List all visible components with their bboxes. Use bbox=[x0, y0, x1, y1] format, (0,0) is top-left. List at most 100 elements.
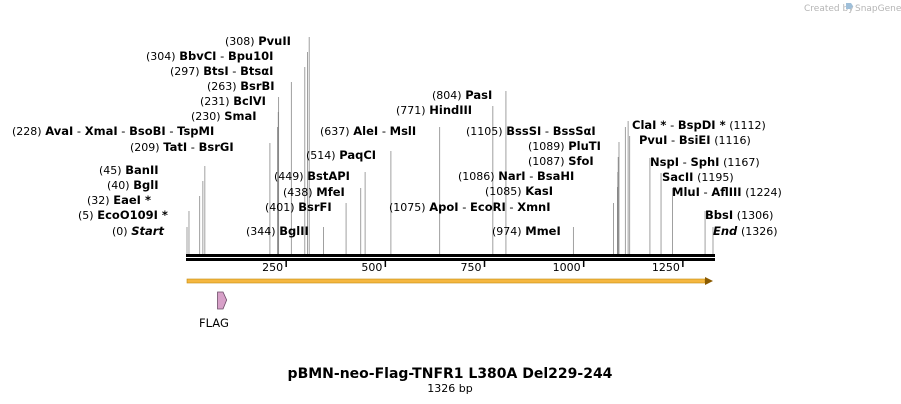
site-name-separator: - bbox=[541, 124, 552, 138]
site-enzyme-name: MluI bbox=[672, 185, 700, 199]
site-enzyme-name: MmeI bbox=[525, 224, 561, 238]
site-label-clai[interactable]: ClaI * - BspDI * (1112) bbox=[632, 118, 766, 132]
site-name-separator: - bbox=[666, 118, 677, 132]
site-name-separator: - bbox=[118, 124, 129, 138]
site-position: (449) bbox=[274, 170, 304, 183]
site-enzyme-name: AflIII bbox=[711, 185, 741, 199]
site-enzyme-name: HindIII bbox=[429, 103, 472, 117]
site-position: (228) bbox=[12, 125, 42, 138]
site-label-pasi[interactable]: (804) PasI bbox=[432, 88, 492, 102]
site-label-banii[interactable]: (45) BanII bbox=[99, 163, 159, 177]
site-enzyme-name: EcoRI bbox=[470, 200, 506, 214]
site-enzyme-name: BsrBI bbox=[240, 79, 274, 93]
site-position: (1195) bbox=[697, 171, 734, 184]
site-name-separator: - bbox=[378, 124, 389, 138]
site-name-separator: - bbox=[73, 124, 84, 138]
site-label-bbvci[interactable]: (304) BbvCI - Bpu10I bbox=[146, 49, 273, 63]
site-position: (344) bbox=[246, 225, 276, 238]
site-enzyme-name: BtsαI bbox=[240, 64, 273, 78]
site-enzyme-name: BsiEI bbox=[679, 133, 711, 147]
site-label-bsssi[interactable]: (1105) BssSI - BssSαI bbox=[466, 124, 596, 138]
site-label-mlui[interactable]: MluI - AflIII (1224) bbox=[672, 185, 782, 199]
site-position: (0) bbox=[112, 225, 128, 238]
site-position: (1112) bbox=[729, 119, 766, 132]
site-enzyme-name: ApoI bbox=[429, 200, 458, 214]
site-label-pvuii[interactable]: (308) PvuII bbox=[225, 34, 291, 48]
site-label-bglii[interactable]: (344) BglII bbox=[246, 224, 309, 238]
site-enzyme-name: TatI bbox=[163, 140, 187, 154]
site-label-mfei[interactable]: (438) MfeI bbox=[283, 185, 345, 199]
site-label-pluti[interactable]: (1089) PluTI bbox=[528, 139, 601, 153]
site-enzyme-name: BspDI * bbox=[678, 118, 726, 132]
site-label-smai[interactable]: (230) SmaI bbox=[191, 109, 257, 123]
site-label-bbsi[interactable]: BbsI (1306) bbox=[705, 208, 773, 222]
feature-flag[interactable]: FLAG bbox=[199, 291, 229, 330]
map-title: pBMN-neo-Flag-TNFR1 L380A Del229-244 bbox=[288, 366, 613, 382]
site-label-bstapi[interactable]: (449) BstAPI bbox=[274, 169, 350, 183]
site-position: (1085) bbox=[485, 185, 522, 198]
site-name-separator: - bbox=[506, 200, 517, 214]
site-label-sacii[interactable]: SacII (1195) bbox=[662, 170, 734, 184]
site-label-nari[interactable]: (1086) NarI - BsaHI bbox=[458, 169, 574, 183]
site-position: (297) bbox=[170, 65, 200, 78]
site-label-tati[interactable]: (209) TatI - BsrGI bbox=[130, 140, 234, 154]
site-enzyme-name: NarI bbox=[498, 169, 525, 183]
site-enzyme-name: MfeI bbox=[316, 185, 345, 199]
site-enzyme-name: BsoBI bbox=[129, 124, 166, 138]
site-enzyme-name: PaqCI bbox=[339, 148, 376, 162]
site-enzyme-name: BglII bbox=[279, 224, 309, 238]
site-label-alei[interactable]: (637) AleI - MslI bbox=[320, 124, 416, 138]
site-label-bsrfi[interactable]: (401) BsrFI bbox=[265, 200, 332, 214]
site-label-eaei[interactable]: (32) EaeI * bbox=[87, 193, 151, 207]
site-position: (45) bbox=[99, 164, 122, 177]
site-position: (1306) bbox=[737, 209, 774, 222]
site-label-kasi[interactable]: (1085) KasI bbox=[485, 184, 553, 198]
site-position: (438) bbox=[283, 186, 313, 199]
site-label-mmei[interactable]: (974) MmeI bbox=[492, 224, 561, 238]
site-position: (32) bbox=[87, 194, 110, 207]
ruler-label-500: 500 bbox=[361, 261, 382, 274]
site-label-bclvi[interactable]: (231) BclVI bbox=[200, 94, 266, 108]
site-position: (1087) bbox=[528, 155, 565, 168]
watermark-brand: SnapGene bbox=[855, 4, 901, 14]
site-enzyme-name: PvuII bbox=[258, 34, 291, 48]
site-enzyme-name: BssSI bbox=[506, 124, 541, 138]
site-enzyme-name: SfoI bbox=[568, 154, 593, 168]
site-enzyme-name: AleI bbox=[353, 124, 378, 138]
site-enzyme-name: SacII bbox=[662, 170, 693, 184]
site-position: (263) bbox=[207, 80, 237, 93]
site-label-sfoi[interactable]: (1087) SfoI bbox=[528, 154, 594, 168]
site-enzyme-name: SmaI bbox=[224, 109, 256, 123]
feature-flag-label: FLAG bbox=[199, 316, 229, 330]
site-enzyme-name: EaeI * bbox=[113, 193, 151, 207]
site-enzyme-name: BsaHI bbox=[537, 169, 574, 183]
backbone bbox=[186, 254, 715, 261]
site-label-avai[interactable]: (228) AvaI - XmaI - BsoBI - TspMI bbox=[12, 124, 214, 138]
site-enzyme-name: Start bbox=[131, 224, 164, 238]
site-label-paqci[interactable]: (514) PaqCI bbox=[306, 148, 376, 162]
site-label-bgli[interactable]: (40) BglI bbox=[107, 178, 158, 192]
site-position: (637) bbox=[320, 125, 350, 138]
site-position: (209) bbox=[130, 141, 160, 154]
site-name-separator: - bbox=[187, 140, 198, 154]
site-enzyme-name: BanII bbox=[125, 163, 158, 177]
site-name-separator: - bbox=[679, 155, 690, 169]
site-enzyme-name: BstAPI bbox=[307, 169, 350, 183]
site-label-start[interactable]: (0) Start bbox=[112, 224, 164, 238]
site-label-hindiii[interactable]: (771) HindIII bbox=[396, 103, 472, 117]
site-position: (40) bbox=[107, 179, 130, 192]
site-enzyme-name: ClaI * bbox=[632, 118, 666, 132]
site-position: (514) bbox=[306, 149, 336, 162]
site-label-apoi[interactable]: (1075) ApoI - EcoRI - XmnI bbox=[389, 200, 551, 214]
site-label-nspi[interactable]: NspI - SphI (1167) bbox=[650, 155, 760, 169]
site-position: (304) bbox=[146, 50, 176, 63]
site-label-end[interactable]: End (1326) bbox=[713, 224, 778, 238]
site-name-separator: - bbox=[526, 169, 537, 183]
site-label-pvui[interactable]: PvuI - BsiEI (1116) bbox=[639, 133, 751, 147]
site-labels: (0) Start (5) EcoO109I *(32) EaeI *(40) B… bbox=[12, 34, 782, 238]
site-position: (1089) bbox=[528, 140, 565, 153]
site-label-ecoo109i[interactable]: (5) EcoO109I * bbox=[78, 208, 168, 222]
site-label-btsi[interactable]: (297) BtsI - BtsαI bbox=[170, 64, 273, 78]
orf-arrow[interactable] bbox=[186, 277, 713, 285]
site-label-bsrbi[interactable]: (263) BsrBI bbox=[207, 79, 275, 93]
